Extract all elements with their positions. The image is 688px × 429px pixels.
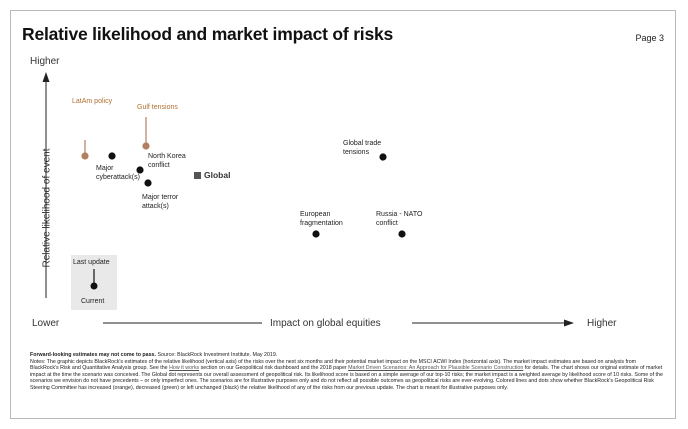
point-north-korea-conflict — [136, 166, 144, 174]
point-label-line: conflict — [376, 220, 398, 227]
legend-current-label: Current — [81, 298, 105, 305]
point-label-line: conflict — [148, 162, 170, 169]
point-label-line: LatAm policy — [72, 98, 113, 105]
point-label-european-fragmentation: European fragmentation — [300, 210, 343, 228]
point-major-cyberattack-s — [108, 152, 116, 160]
footer-lead: Forward-looking estimates may not come t… — [30, 352, 156, 358]
point-label-line: Major terror — [142, 194, 179, 201]
point-russia-nato-conflict — [398, 230, 406, 238]
point-label-line: attack(s) — [142, 203, 169, 210]
point-label-russia-nato-conflict: Russia - NATO conflict — [376, 210, 422, 228]
footer-source: Source: BlackRock Investment Institute. … — [155, 352, 278, 358]
point-label-global-trade-tensions: Global trade tensions — [343, 139, 381, 157]
y-axis-arrowhead — [42, 72, 50, 82]
legend-last-update-label: Last update — [73, 259, 110, 266]
x-axis-high-label: Higher — [587, 318, 617, 329]
point-label-line: Major — [96, 165, 114, 172]
point-global-trade-tensions — [379, 153, 387, 161]
point-label-line: Gulf tensions — [137, 104, 178, 111]
point-label-line: fragmentation — [300, 220, 343, 227]
footer-notes-p2: section on our Geopolitical risk dashboa… — [199, 365, 349, 371]
x-axis-title: Impact on global equities — [270, 318, 381, 329]
point-label-line: North Korea — [148, 153, 186, 160]
page-number: Page 3 — [635, 33, 664, 43]
chart-frame — [10, 10, 676, 419]
global-marker: Global — [194, 170, 230, 180]
point-label-line: tensions — [343, 149, 370, 156]
point-label-major-cyberattack-s: Major cyberattack(s) — [96, 164, 140, 182]
point-label-line: European — [300, 211, 331, 218]
point-label-line: cyberattack(s) — [96, 174, 140, 181]
point-european-fragmentation — [312, 230, 320, 238]
square-icon — [194, 171, 201, 179]
global-marker-label: Global — [204, 170, 231, 180]
point-gulf-tensions — [142, 142, 150, 150]
point-major-terror-attack-s — [144, 179, 152, 187]
point-label-north-korea-conflict: North Korea conflict — [148, 152, 186, 170]
market-scenarios-paper-link[interactable]: Market Driven Scenarios: An Approach for… — [348, 365, 524, 371]
page-title: Relative likelihood and market impact of… — [22, 24, 394, 44]
point-latam-policy — [81, 152, 89, 160]
point-label-gulf-tensions: Gulf tensions — [137, 103, 178, 112]
point-label-line: Global trade — [343, 140, 382, 147]
y-axis-high-label: Higher — [30, 56, 60, 67]
footer-notes: Forward-looking estimates may not come t… — [30, 352, 666, 391]
legend-dot — [90, 282, 98, 290]
point-label-major-terror-attack-s: Major terror attack(s) — [142, 193, 178, 211]
point-label-line: Russia - NATO — [376, 211, 423, 218]
x-axis-arrowhead — [564, 319, 574, 327]
footer-notes-p3: for details. The chart shows our origina… — [30, 365, 663, 391]
point-label-latam-policy: LatAm policy — [72, 97, 112, 106]
footer-notes-p1: Notes: The graphic depicts BlackRock's e… — [30, 358, 637, 372]
x-axis-low-label: Lower — [32, 318, 60, 329]
how-it-works-link[interactable]: How it works — [169, 365, 200, 371]
